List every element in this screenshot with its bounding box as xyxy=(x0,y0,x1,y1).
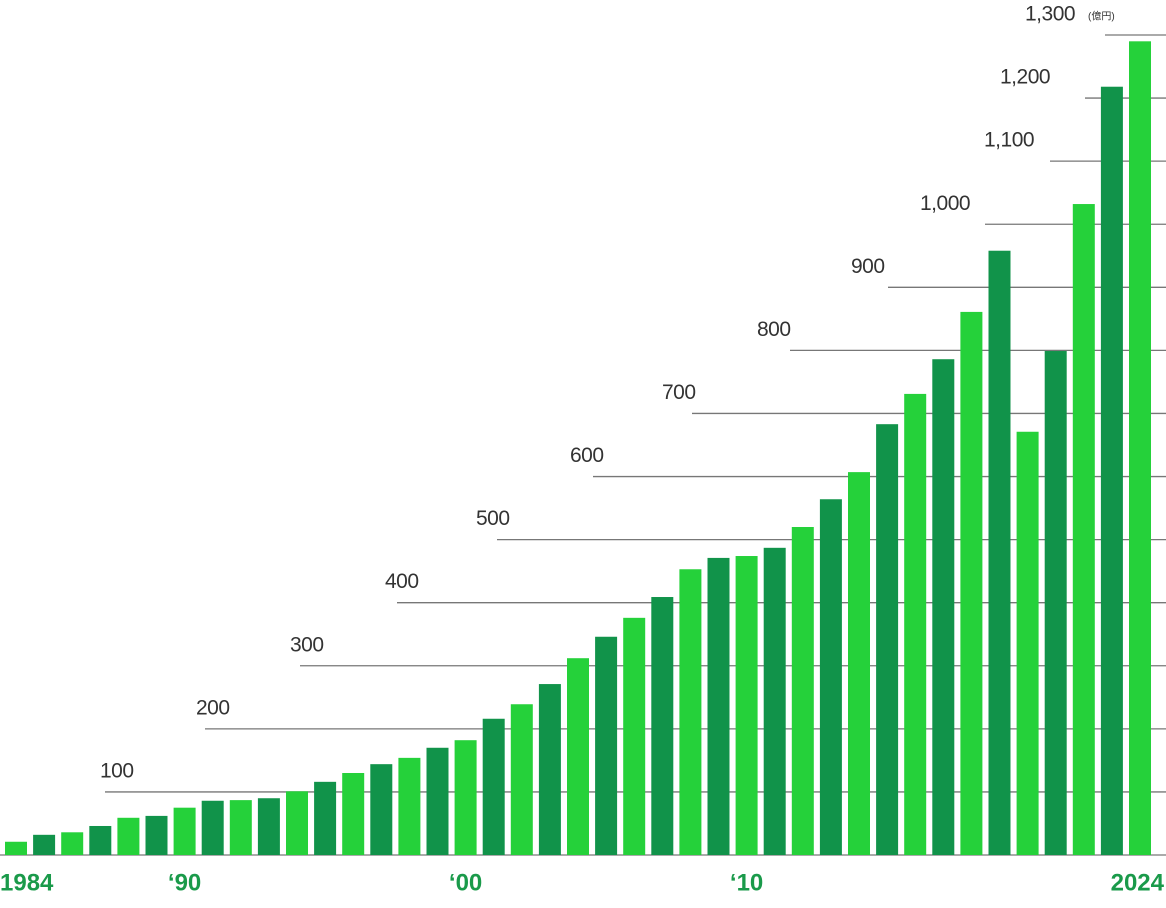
bar xyxy=(735,556,758,855)
bar xyxy=(89,825,112,855)
y-tick-label: 300 xyxy=(290,633,324,656)
bar xyxy=(848,472,870,855)
bar xyxy=(145,815,168,855)
bar xyxy=(651,597,674,855)
bar xyxy=(314,781,337,855)
bar xyxy=(1016,431,1039,855)
bar xyxy=(932,359,955,855)
bar xyxy=(988,250,1011,855)
y-tick-label: 1,300 xyxy=(1025,3,1075,26)
bar xyxy=(679,569,702,855)
bar xyxy=(791,527,814,855)
bar xyxy=(1100,86,1123,855)
bar xyxy=(286,791,308,855)
bar xyxy=(876,424,899,855)
bar xyxy=(33,834,56,855)
x-tick-label: 2024 xyxy=(1111,869,1165,896)
bar xyxy=(819,499,842,855)
y-tick-label: 1,100 xyxy=(984,129,1034,152)
bar xyxy=(398,757,421,855)
bar xyxy=(510,704,533,855)
y-tick-label: 100 xyxy=(100,759,134,782)
bar xyxy=(61,832,84,855)
bar xyxy=(117,817,140,855)
bar xyxy=(482,718,505,855)
x-tick-label: ‘00 xyxy=(449,869,482,896)
bar xyxy=(960,311,983,855)
bar xyxy=(229,800,252,855)
bar xyxy=(567,658,589,855)
y-tick-label: 900 xyxy=(851,255,885,278)
bar xyxy=(1072,204,1095,856)
x-tick-label: ‘10 xyxy=(730,869,763,896)
bar xyxy=(257,798,280,855)
y-tick-label: 800 xyxy=(757,318,791,341)
bar xyxy=(623,617,646,855)
bar xyxy=(904,393,927,855)
y-tick-label: 500 xyxy=(476,507,510,530)
bar xyxy=(173,807,196,855)
bar xyxy=(201,800,224,855)
bar xyxy=(370,764,393,855)
bar xyxy=(1044,351,1067,855)
bar xyxy=(5,841,27,855)
bar xyxy=(707,557,730,855)
y-tick-label: 1,000 xyxy=(920,192,970,215)
x-tick-label: ‘90 xyxy=(168,869,201,896)
y-unit: (億円) xyxy=(1088,10,1115,23)
x-tick-label: 1984 xyxy=(0,869,54,896)
bar xyxy=(538,684,561,855)
bar xyxy=(342,773,365,855)
bar xyxy=(595,636,618,855)
bar xyxy=(426,747,449,855)
bar xyxy=(763,547,786,855)
y-tick-label: 1,200 xyxy=(1000,66,1050,89)
y-tick-label: 600 xyxy=(570,444,604,467)
y-tick-label: 400 xyxy=(385,570,419,593)
y-tick-label: 700 xyxy=(662,381,696,404)
y-tick-label: 200 xyxy=(196,696,230,719)
bar xyxy=(454,740,477,855)
bar xyxy=(1129,41,1151,856)
